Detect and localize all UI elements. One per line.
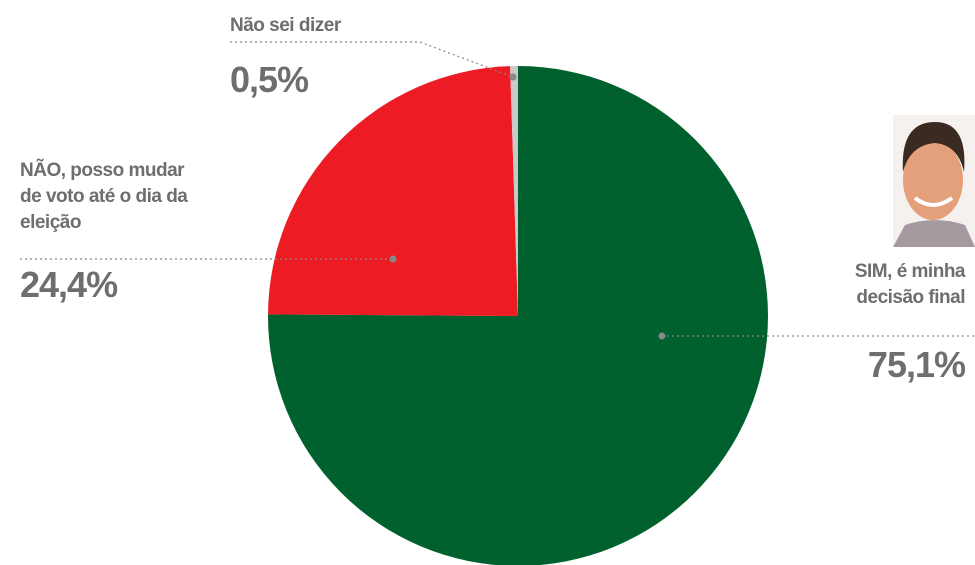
value-label: 0,5% [230,59,309,100]
leader-dot [389,255,397,263]
portrait-hair [902,122,965,172]
value-label: 24,4% [20,264,118,305]
portrait [893,115,975,247]
portrait-shirt [893,220,975,247]
slice-label: SIM, é minha decisão final [854,261,966,308]
slices [268,66,768,565]
leader-dots [389,73,666,340]
leader-dot [509,73,517,81]
pie-slice [268,66,518,317]
value-label: 75,1% [867,344,966,385]
leader-lines [20,41,975,337]
slice-label: Não sei dizer [230,15,341,36]
pie-slice [510,66,518,316]
leader-line [230,41,514,78]
pie-slice [268,66,768,565]
slice-label: NÃO, posso mudar de voto até o dia da el… [20,160,188,233]
leader-dot [658,332,666,340]
portrait-smile [913,196,954,207]
